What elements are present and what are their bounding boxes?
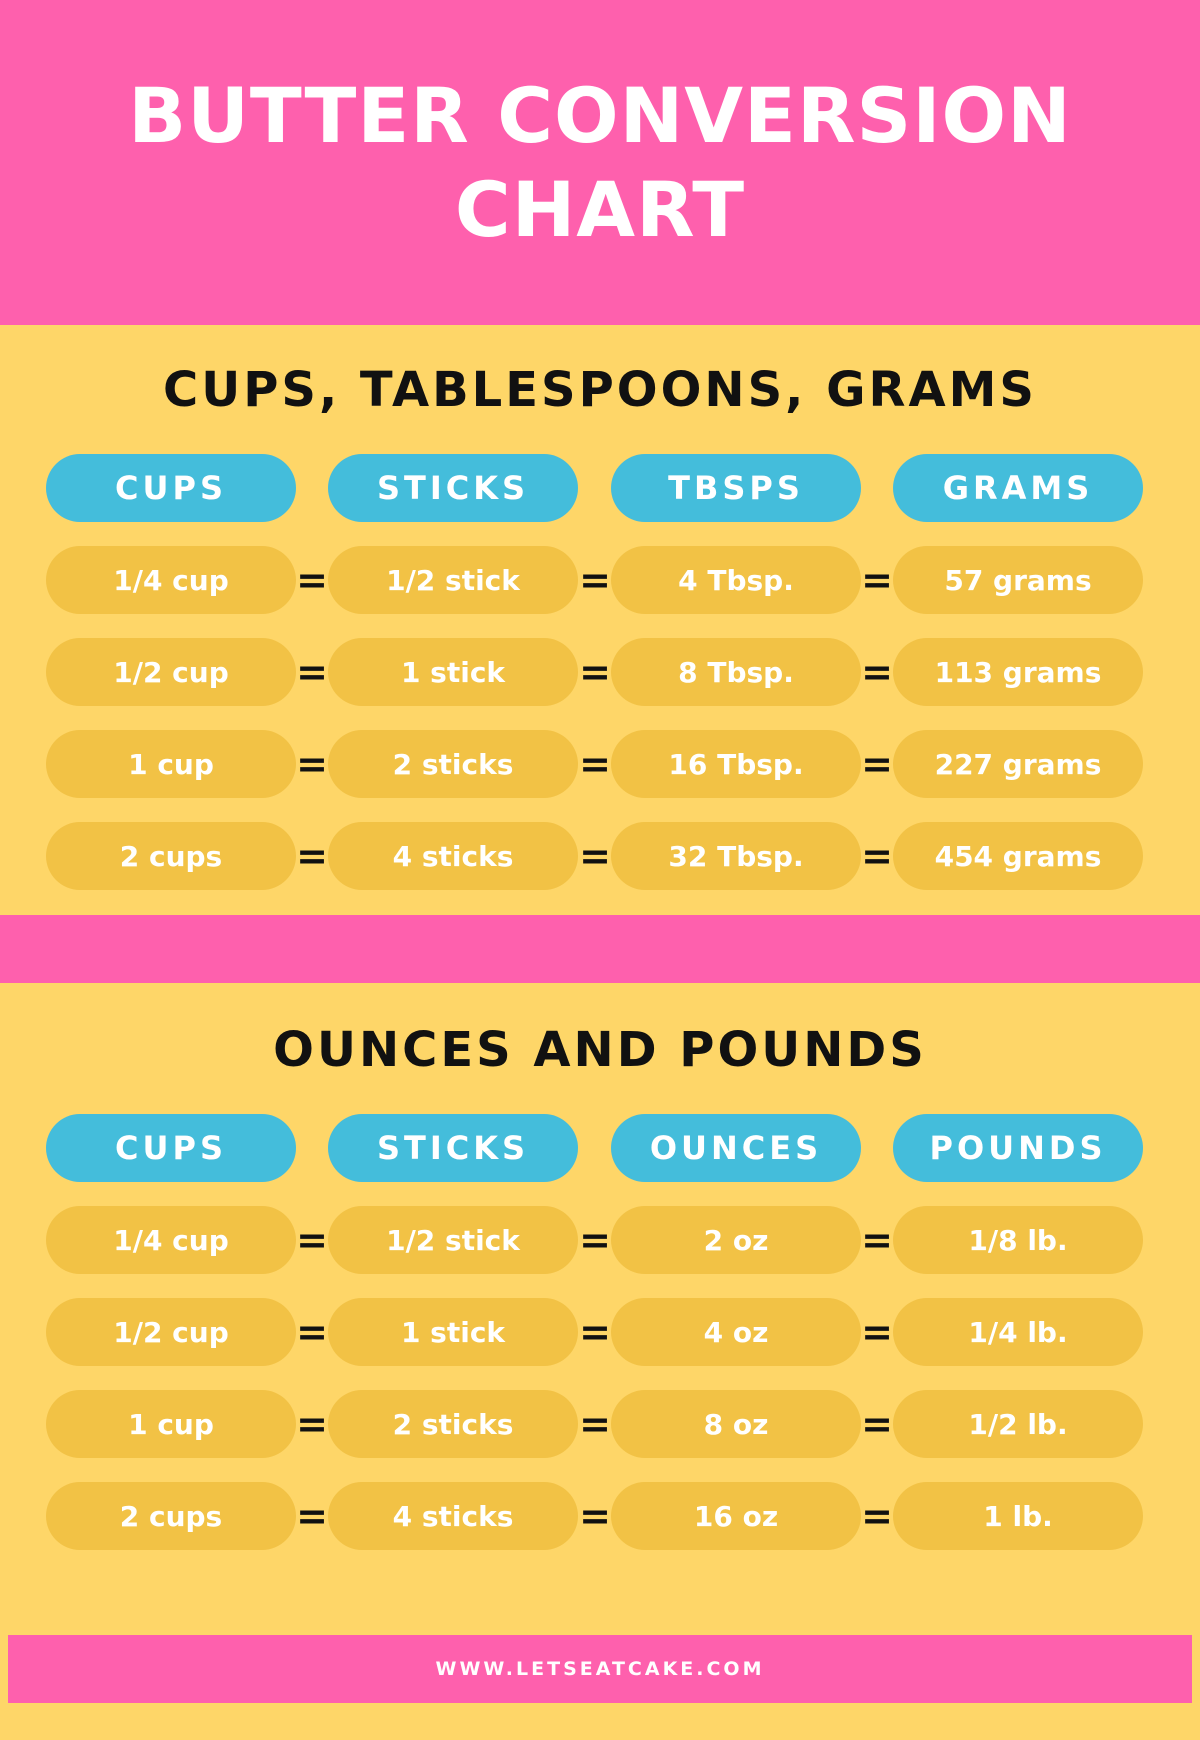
cell-cups: 1 cup <box>46 1390 296 1458</box>
equals-sign: = <box>296 1310 328 1354</box>
cell-ounces: 16 oz <box>611 1482 861 1550</box>
conversion-table: CUPS STICKS OUNCES POUNDS 1/4 cup = 1/2 … <box>0 1113 1200 1551</box>
equals-sign: = <box>861 742 893 786</box>
cell-sticks: 1 stick <box>328 638 578 706</box>
cell-cups: 1/4 cup <box>46 546 296 614</box>
table-row: 1 cup = 2 sticks = 8 oz = 1/2 lb. <box>0 1389 1200 1459</box>
conversion-table: CUPS STICKS TBSPS GRAMS 1/4 cup = 1/2 st… <box>0 453 1200 891</box>
table-header-row: CUPS STICKS TBSPS GRAMS <box>0 453 1200 523</box>
section-title: CUPS, TABLESPOONS, GRAMS <box>163 362 1037 418</box>
cell-pounds: 1/4 lb. <box>893 1298 1143 1366</box>
equals-sign: = <box>861 650 893 694</box>
table-row: 2 cups = 4 sticks = 16 oz = 1 lb. <box>0 1481 1200 1551</box>
equals-sign: = <box>296 742 328 786</box>
table-row: 1/2 cup = 1 stick = 8 Tbsp. = 113 grams <box>0 637 1200 707</box>
cell-cups: 1 cup <box>46 730 296 798</box>
equals-sign: = <box>861 1218 893 1262</box>
equals-sign: = <box>296 558 328 602</box>
section-cups-tablespoons-grams: CUPS, TABLESPOONS, GRAMS CUPS STICKS TBS… <box>0 355 1200 891</box>
equals-sign: = <box>579 834 611 878</box>
cell-tbsps: 8 Tbsp. <box>611 638 861 706</box>
equals-sign: = <box>296 1494 328 1538</box>
equals-sign: = <box>861 834 893 878</box>
section-divider <box>0 915 1200 983</box>
page-title: BUTTER CONVERSION CHART <box>128 70 1072 254</box>
equals-sign: = <box>579 1218 611 1262</box>
equals-sign: = <box>579 558 611 602</box>
table-row: 1/4 cup = 1/2 stick = 2 oz = 1/8 lb. <box>0 1205 1200 1275</box>
equals-sign: = <box>296 650 328 694</box>
cell-sticks: 1 stick <box>328 1298 578 1366</box>
cell-tbsps: 4 Tbsp. <box>611 546 861 614</box>
footer-banner: WWW.LETSEATCAKE.COM <box>8 1635 1192 1703</box>
cell-grams: 57 grams <box>893 546 1143 614</box>
equals-sign: = <box>579 1310 611 1354</box>
table-header-row: CUPS STICKS OUNCES POUNDS <box>0 1113 1200 1183</box>
cell-grams: 113 grams <box>893 638 1143 706</box>
equals-sign: = <box>861 1310 893 1354</box>
column-header-tbsps: TBSPS <box>611 454 861 522</box>
table-row: 1 cup = 2 sticks = 16 Tbsp. = 227 grams <box>0 729 1200 799</box>
cell-tbsps: 16 Tbsp. <box>611 730 861 798</box>
equals-sign: = <box>579 1402 611 1446</box>
column-header-sticks: STICKS <box>328 454 578 522</box>
cell-pounds: 1 lb. <box>893 1482 1143 1550</box>
cell-sticks: 4 sticks <box>328 822 578 890</box>
cell-cups: 2 cups <box>46 1482 296 1550</box>
column-header-pounds: POUNDS <box>893 1114 1143 1182</box>
cell-cups: 1/2 cup <box>46 638 296 706</box>
cell-pounds: 1/8 lb. <box>893 1206 1143 1274</box>
section-title: OUNCES AND POUNDS <box>273 1022 927 1078</box>
equals-sign: = <box>861 1494 893 1538</box>
cell-sticks: 1/2 stick <box>328 546 578 614</box>
equals-sign: = <box>579 650 611 694</box>
column-header-ounces: OUNCES <box>611 1114 861 1182</box>
cell-ounces: 8 oz <box>611 1390 861 1458</box>
cell-sticks: 2 sticks <box>328 730 578 798</box>
column-header-grams: GRAMS <box>893 454 1143 522</box>
equals-sign: = <box>579 742 611 786</box>
equals-sign: = <box>861 1402 893 1446</box>
website-url: WWW.LETSEATCAKE.COM <box>435 1658 765 1680</box>
cell-tbsps: 32 Tbsp. <box>611 822 861 890</box>
column-header-sticks: STICKS <box>328 1114 578 1182</box>
table-row: 1/4 cup = 1/2 stick = 4 Tbsp. = 57 grams <box>0 545 1200 615</box>
equals-sign: = <box>296 1402 328 1446</box>
table-row: 1/2 cup = 1 stick = 4 oz = 1/4 lb. <box>0 1297 1200 1367</box>
cell-sticks: 1/2 stick <box>328 1206 578 1274</box>
cell-sticks: 2 sticks <box>328 1390 578 1458</box>
cell-pounds: 1/2 lb. <box>893 1390 1143 1458</box>
header-banner: BUTTER CONVERSION CHART <box>0 0 1200 325</box>
equals-sign: = <box>579 1494 611 1538</box>
equals-sign: = <box>296 1218 328 1262</box>
cell-cups: 1/2 cup <box>46 1298 296 1366</box>
cell-cups: 2 cups <box>46 822 296 890</box>
cell-sticks: 4 sticks <box>328 1482 578 1550</box>
table-row: 2 cups = 4 sticks = 32 Tbsp. = 454 grams <box>0 821 1200 891</box>
cell-grams: 454 grams <box>893 822 1143 890</box>
cell-grams: 227 grams <box>893 730 1143 798</box>
column-header-cups: CUPS <box>46 454 296 522</box>
cell-ounces: 2 oz <box>611 1206 861 1274</box>
section-ounces-pounds: OUNCES AND POUNDS CUPS STICKS OUNCES POU… <box>0 1015 1200 1551</box>
cell-ounces: 4 oz <box>611 1298 861 1366</box>
equals-sign: = <box>296 834 328 878</box>
cell-cups: 1/4 cup <box>46 1206 296 1274</box>
equals-sign: = <box>861 558 893 602</box>
column-header-cups: CUPS <box>46 1114 296 1182</box>
